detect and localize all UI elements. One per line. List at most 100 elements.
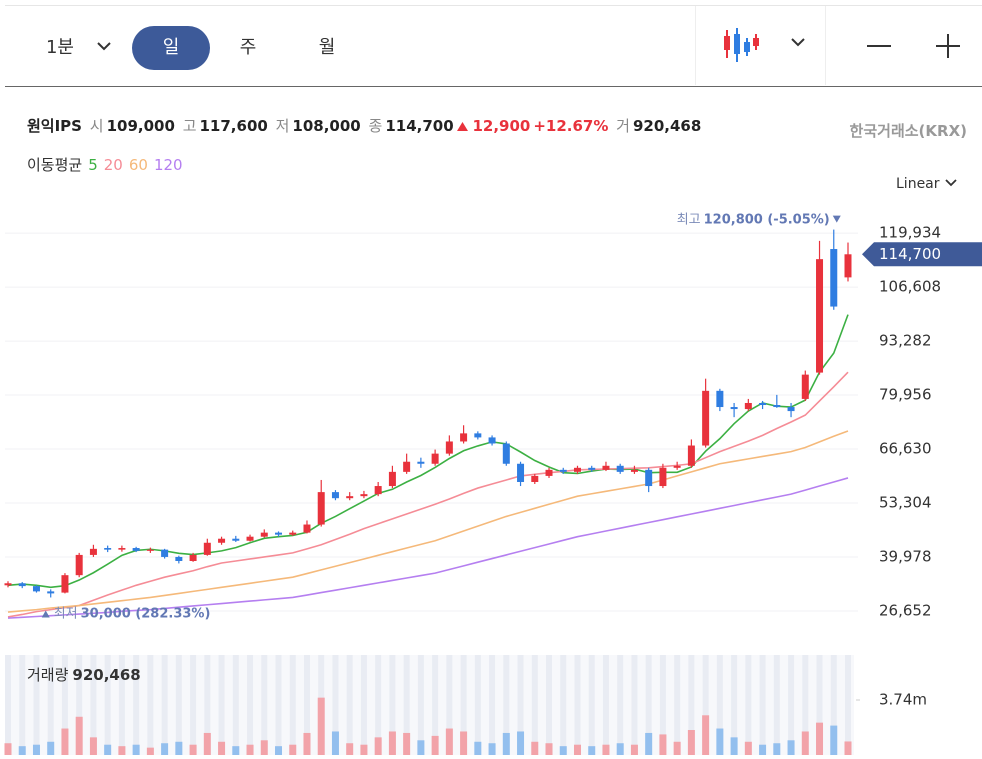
candle-body [275, 532, 283, 535]
chevron[interactable] [96, 40, 112, 52]
high-annotation: 최고 120,800 (-5.05%) [677, 212, 830, 227]
volume-bar [816, 722, 824, 755]
volume-bar [132, 744, 140, 755]
candle-body [816, 259, 824, 373]
candle-body [403, 461, 411, 472]
scale-select[interactable]: Linear [896, 176, 958, 192]
candle-body [830, 249, 838, 307]
volume-bar [374, 737, 382, 755]
ma-line [7, 314, 849, 589]
label: 거래량 [27, 666, 69, 684]
candle-body [61, 575, 69, 593]
candle-body [702, 390, 710, 446]
up-arrow [456, 122, 468, 131]
volume-bar [246, 744, 254, 755]
candle-body [602, 465, 610, 470]
volume-bar [630, 744, 638, 755]
y-tick-label: 66,630 [879, 440, 932, 458]
y-tick-label: 53,304 [879, 494, 932, 512]
candle-body [175, 556, 183, 561]
candle-body [673, 465, 681, 468]
volume-bar [75, 716, 83, 755]
candle-body [844, 254, 852, 278]
candle-body [303, 524, 311, 533]
candle-body [659, 467, 667, 487]
volume-bar [61, 728, 69, 755]
candle-body [75, 554, 83, 576]
candle-body [203, 542, 211, 555]
volume-bar [616, 743, 624, 755]
candle-body [545, 469, 553, 476]
volume-bar [317, 697, 325, 755]
volume-bar [289, 744, 297, 755]
candle-body [47, 591, 55, 594]
candle-body [189, 554, 197, 561]
volume-bar [588, 746, 596, 755]
candle-body [801, 374, 809, 399]
volume-bar [388, 731, 396, 755]
volume-bar [517, 731, 525, 755]
value: 114,700 [385, 117, 454, 135]
tab[interactable]: 주 [239, 37, 257, 58]
volume-bar [602, 744, 610, 755]
candle-body [317, 492, 325, 525]
candle-body [573, 467, 581, 472]
candle-body [18, 583, 26, 587]
volume-bar [659, 734, 667, 755]
candle-body [687, 445, 695, 466]
candle-body [474, 433, 482, 438]
volume-tick-label: 3.74m [879, 691, 927, 709]
candle-body [289, 532, 297, 535]
volume-bar [445, 728, 453, 755]
low-marker [41, 610, 50, 618]
value: 120,800 (-5.05%) [704, 212, 830, 227]
volume-bar [218, 741, 226, 755]
tab[interactable]: 1분 [45, 37, 74, 58]
volume-bar [844, 741, 852, 755]
label: 거 [616, 117, 630, 135]
ma-legend-item: 60 [128, 156, 148, 174]
volume-bar [417, 740, 425, 755]
zoom-out[interactable] [866, 34, 892, 58]
candle-body [146, 549, 154, 551]
volume-bar [346, 743, 354, 755]
volume-bar [488, 743, 496, 755]
volume-bar [189, 744, 197, 755]
volume-bar [545, 743, 553, 755]
candle-body [417, 461, 425, 464]
volume-bar [203, 732, 211, 755]
y-tick-label: 119,934 [879, 224, 941, 242]
volume-bar [716, 728, 724, 755]
high-marker [832, 215, 841, 223]
candle-body [431, 453, 439, 464]
candle-body [630, 469, 638, 472]
volume-bar [104, 744, 112, 755]
tab[interactable]: 월 [318, 37, 336, 58]
candle-body [388, 471, 396, 487]
value: 30,000 (282.33%) [81, 606, 211, 621]
ma-legend: 이동평균 5 20 60 120 [27, 154, 183, 175]
volume-bar [161, 743, 169, 755]
ma-legend-item: 120 [153, 156, 183, 174]
candle-body [104, 548, 112, 550]
candle-body [445, 441, 453, 454]
candle-body [260, 532, 268, 537]
ma-label: 이동평균 [27, 156, 83, 174]
tab-selected[interactable]: 일 [132, 26, 210, 70]
zoom-in[interactable] [935, 34, 961, 58]
toolbar [5, 5, 982, 87]
candle-body [161, 549, 169, 557]
chevron[interactable] [790, 36, 806, 48]
label: 최고 [677, 212, 701, 227]
volume-bar [403, 732, 411, 755]
volume-bar [275, 746, 283, 755]
volume-bar [744, 741, 752, 755]
candle-body [374, 486, 382, 495]
volume-label: 거래량 920,468 [27, 666, 141, 684]
y-tick-label: 106,608 [879, 278, 941, 296]
y-tick-label: 26,652 [879, 602, 932, 620]
value: 117,600 [199, 117, 268, 135]
chart-type-icon[interactable] [720, 28, 760, 64]
label: 저 [275, 117, 290, 135]
